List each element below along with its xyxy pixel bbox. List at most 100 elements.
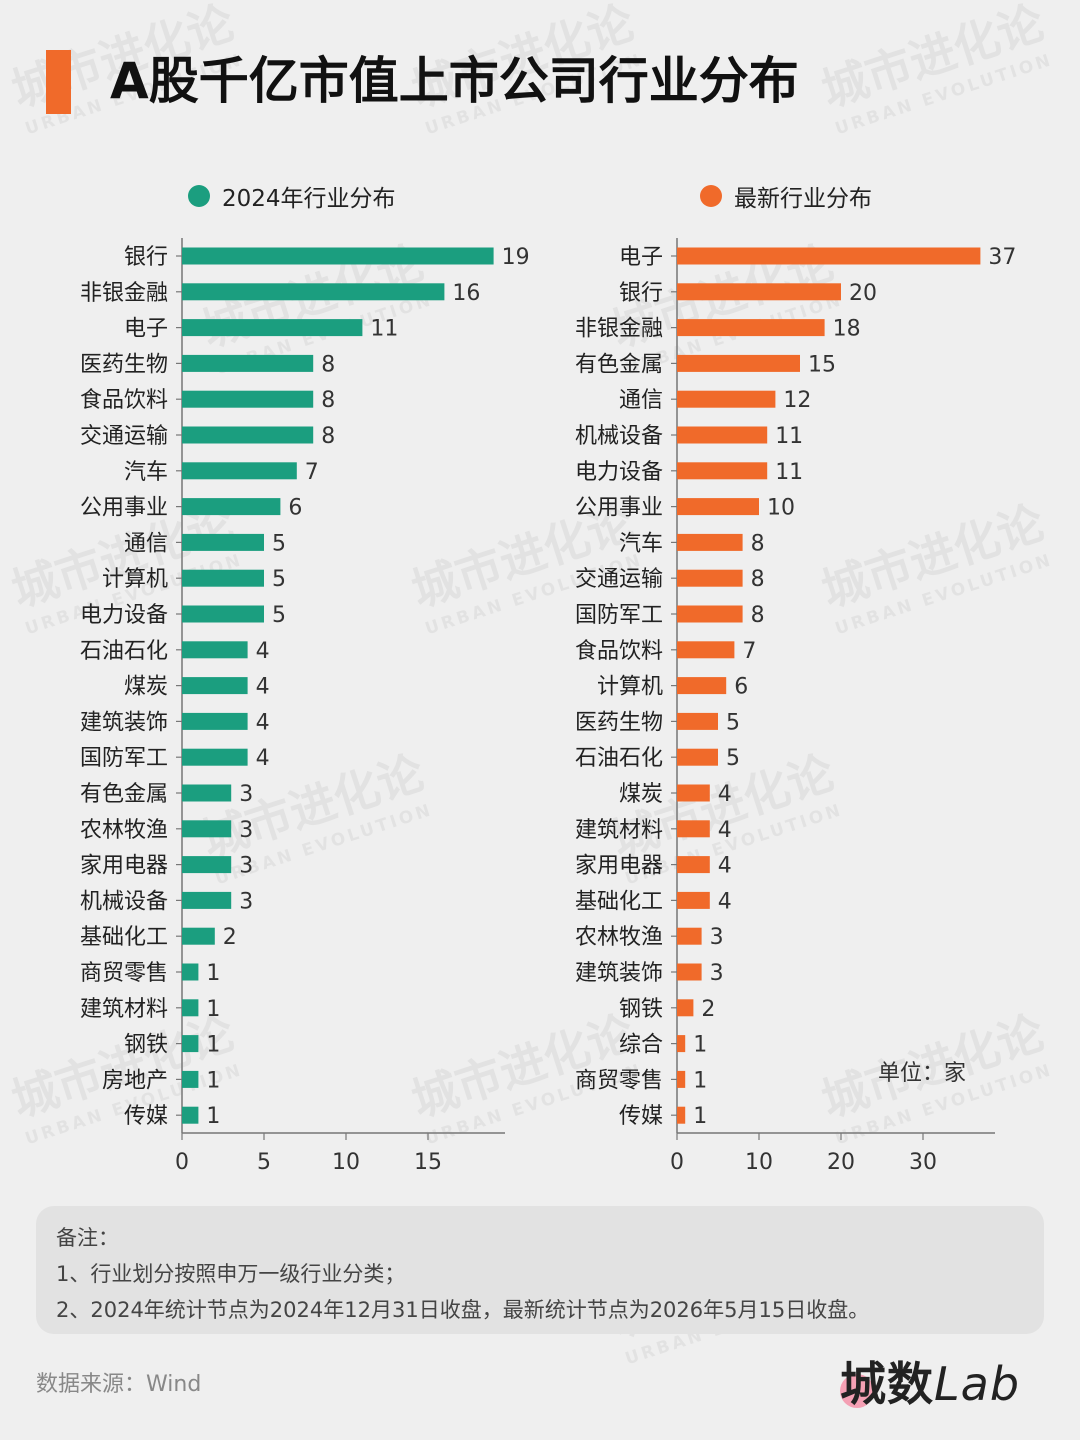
- category-label: 建筑装饰: [575, 961, 663, 986]
- bar: [182, 247, 494, 265]
- category-label: 传媒: [619, 1104, 663, 1129]
- category-label: 电力设备: [575, 460, 663, 485]
- category-label: 公用事业: [575, 496, 663, 521]
- category-label: 机械设备: [80, 889, 168, 914]
- data-label: 37: [988, 245, 1016, 270]
- bar: [677, 927, 702, 945]
- data-label: 11: [775, 460, 803, 485]
- category-label: 通信: [124, 531, 168, 556]
- data-label: 4: [718, 782, 732, 807]
- bar: [677, 641, 735, 659]
- category-label: 建筑装饰: [80, 710, 168, 735]
- category-label: 医药生物: [80, 352, 168, 377]
- bar: [182, 856, 232, 874]
- data-label: 10: [767, 496, 795, 521]
- bar: [182, 390, 314, 408]
- category-label: 电子: [619, 245, 663, 270]
- bar: [677, 390, 776, 408]
- bar: [182, 462, 297, 480]
- bar: [677, 820, 710, 838]
- bar: [677, 426, 768, 444]
- category-label: 通信: [619, 388, 663, 413]
- data-label: 3: [239, 854, 253, 879]
- data-label: 2: [701, 997, 715, 1022]
- data-label: 5: [272, 531, 286, 556]
- category-label: 家用电器: [575, 854, 663, 879]
- legend-right: 最新行业分布: [700, 178, 872, 214]
- bar: [677, 283, 841, 301]
- category-label: 石油石化: [575, 746, 663, 771]
- category-label: 有色金属: [575, 352, 663, 377]
- bar: [182, 354, 314, 372]
- data-label: 4: [718, 889, 732, 914]
- category-label: 交通运输: [575, 567, 663, 592]
- category-label: 非银金融: [80, 281, 168, 306]
- bar: [182, 963, 199, 981]
- data-label: 20: [849, 281, 877, 306]
- data-label: 11: [370, 317, 398, 342]
- data-label: 4: [256, 710, 270, 735]
- bar: [677, 677, 727, 695]
- bar: [182, 569, 264, 587]
- unit-label: 单位：家: [878, 1061, 967, 1086]
- data-label: 16: [452, 281, 480, 306]
- category-label: 非银金融: [575, 317, 663, 342]
- data-label: 8: [751, 567, 765, 592]
- data-label: 6: [734, 675, 748, 700]
- bar: [182, 498, 281, 516]
- data-label: 3: [239, 818, 253, 843]
- category-label: 基础化工: [80, 925, 168, 950]
- x-tick-label: 30: [909, 1150, 937, 1175]
- legend-dot-right: [700, 185, 722, 207]
- category-label: 医药生物: [575, 710, 663, 735]
- page-title: A股千亿市值上市公司行业分布: [110, 52, 799, 110]
- bar: [182, 820, 232, 838]
- data-label: 8: [321, 388, 335, 413]
- bar: [182, 891, 232, 909]
- bar: [677, 748, 718, 766]
- bar: [677, 784, 710, 802]
- category-label: 有色金属: [80, 782, 168, 807]
- data-label: 8: [751, 603, 765, 628]
- data-label: 6: [288, 496, 302, 521]
- data-label: 1: [206, 1033, 220, 1058]
- data-label: 7: [305, 460, 319, 485]
- bar: [677, 319, 825, 337]
- bar: [182, 1035, 199, 1053]
- x-tick-label: 0: [175, 1150, 189, 1175]
- category-label: 建筑材料: [80, 997, 168, 1022]
- bar: [182, 999, 199, 1017]
- category-label: 石油石化: [80, 639, 168, 664]
- bar: [677, 462, 768, 480]
- data-label: 8: [751, 531, 765, 556]
- bar: [677, 1070, 686, 1088]
- x-tick-label: 5: [257, 1150, 271, 1175]
- data-label: 8: [321, 352, 335, 377]
- x-tick-label: 15: [414, 1150, 442, 1175]
- data-label: 1: [206, 997, 220, 1022]
- category-label: 煤炭: [124, 675, 168, 700]
- bar: [182, 605, 264, 623]
- data-label: 2: [223, 925, 237, 950]
- category-label: 汽车: [124, 460, 168, 485]
- bar: [677, 891, 710, 909]
- category-label: 商贸零售: [575, 1068, 663, 1093]
- category-label: 房地产: [102, 1068, 168, 1093]
- legend-label-right: 最新行业分布: [734, 186, 872, 212]
- category-label: 公用事业: [80, 496, 168, 521]
- category-label: 计算机: [102, 567, 168, 592]
- category-label: 电力设备: [80, 603, 168, 628]
- data-label: 4: [718, 854, 732, 879]
- logo-text: 城数Lab: [840, 1357, 1021, 1411]
- category-label: 钢铁: [124, 1033, 168, 1058]
- brand-logo: 城数Lab: [840, 1346, 1050, 1416]
- category-label: 汽车: [619, 531, 663, 556]
- category-label: 建筑材料: [575, 818, 663, 843]
- data-label: 1: [206, 961, 220, 986]
- category-label: 食品饮料: [80, 388, 168, 413]
- legend-dot-left: [188, 185, 210, 207]
- bar: [182, 927, 215, 945]
- category-label: 家用电器: [80, 854, 168, 879]
